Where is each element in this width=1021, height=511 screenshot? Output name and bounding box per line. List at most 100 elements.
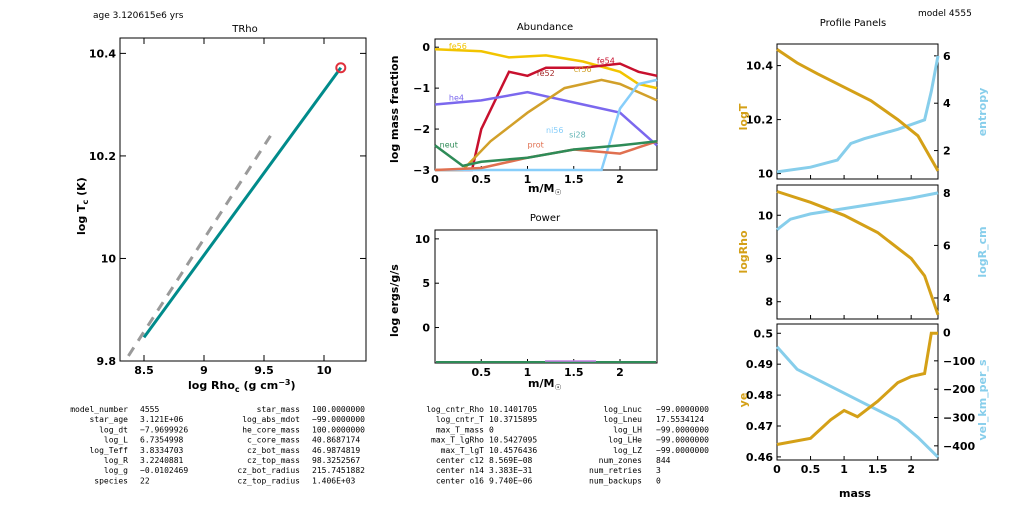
table-key: num_zones — [599, 456, 643, 465]
table-key: log_g — [104, 466, 128, 475]
abundance-xtick-label: 0 — [431, 173, 439, 186]
profile-left-tick-label: 0.48 — [746, 389, 773, 402]
table-value: 40.8687174 — [312, 436, 360, 445]
table-value: 3.8334703 — [140, 446, 184, 455]
abundance-species-label: he4 — [449, 93, 464, 102]
trho-xtick-label: 10 — [316, 364, 332, 377]
table-value: −99.0000000 — [656, 425, 709, 434]
table-value: 3.383E−31 — [489, 466, 533, 475]
profile-chart: Profile Panels 1010.210.424689104680.460… — [737, 18, 989, 500]
table-value: −99.0000000 — [312, 415, 365, 424]
abundance-xtick-label: 2 — [616, 173, 624, 186]
profile-left-tick-label: 0.49 — [746, 358, 773, 371]
table-key: num_retries — [589, 466, 642, 475]
abundance-line-he4 — [434, 90, 658, 147]
profile-right-tick-label: 6 — [943, 50, 951, 63]
abundance-xtick-label: 0.5 — [472, 173, 492, 186]
trho-ytick-label: 10.4 — [89, 47, 116, 60]
power-chart: Power 0.5 1 1.5 2 0 5 10 m/M☉ log ergs/g/s — [388, 213, 658, 392]
table-key: log_Lneu — [603, 415, 642, 424]
abundance-ytick-label: −3 — [413, 164, 430, 177]
profile-right-tick-label: 4 — [943, 292, 951, 305]
table-key: log_Teff — [89, 446, 128, 455]
profile-frame-3 — [776, 323, 939, 461]
abundance-species-label: fe54 — [597, 57, 615, 66]
power-ylabel: log ergs/g/s — [388, 264, 401, 337]
table-key: log_LZ — [613, 446, 642, 455]
profile-left-tick-label: 10.4 — [746, 60, 773, 73]
table-key: log_cntr_Rho — [426, 405, 484, 414]
table-key: log_L — [104, 436, 128, 445]
abundance-chart: Abundance 0 0.5 1 1.5 2 0 −1 −2 −3 fe56 fe54 he4 cr… — [388, 22, 658, 197]
power-xtick-label: 2 — [616, 366, 624, 379]
profile-left-tick-label: 8 — [765, 296, 773, 309]
table-value: −99.0000000 — [656, 446, 709, 455]
table-key: center c12 — [436, 456, 484, 465]
table-key: log_dt — [99, 425, 128, 434]
power-xtick-label: 1.5 — [564, 366, 584, 379]
profile-xtick-label: 0 — [773, 463, 781, 476]
profile-label-vel: vel_km_per_s — [976, 359, 989, 440]
profile-right-tick-label: 6 — [943, 239, 951, 252]
profile-line-logT — [776, 48, 940, 172]
profile-right-tick-label: −300 — [943, 412, 976, 425]
abundance-ytick-label: −1 — [413, 82, 430, 95]
profile-right-tick-label: 8 — [943, 187, 951, 200]
table-value: −7.9699926 — [140, 425, 188, 434]
profile-left-tick-label: 10 — [758, 209, 774, 222]
table-value: −99.0000000 — [656, 436, 709, 445]
profile-left-tick-label: 10.2 — [746, 114, 773, 127]
trho-frame — [119, 37, 367, 362]
table-value: 6.7354998 — [140, 436, 184, 445]
profile-left-tick-label: 0.46 — [746, 451, 773, 464]
abundance-line-fe56 — [434, 47, 658, 90]
profile-right-tick-label: 2 — [943, 145, 951, 158]
trho-reference-line — [127, 131, 274, 357]
table-value: 9.740E−06 — [489, 476, 533, 485]
table-key: star_age — [89, 415, 128, 424]
trho-ylabel: log Tc (K) — [75, 177, 90, 235]
profile-title: Profile Panels — [820, 18, 886, 29]
profile-line-logR_cm — [776, 191, 939, 231]
power-title: Power — [530, 213, 561, 224]
table-value: 46.9874819 — [312, 446, 360, 455]
power-xtick-label: 1 — [524, 366, 532, 379]
table-key: log_LH — [613, 425, 642, 434]
table-key: num_backups — [589, 476, 642, 485]
profile-xtick-label: 0.5 — [801, 463, 821, 476]
table-key: log_abs_mdot — [242, 415, 300, 424]
trho-xtick-label: 9.5 — [254, 364, 274, 377]
table-key: log_Lnuc — [603, 405, 642, 414]
profile-right-tick-label: 4 — [943, 97, 951, 110]
abundance-species-label: si28 — [569, 130, 586, 139]
table-value: 98.3252567 — [312, 456, 360, 465]
profile-label-entropy: entropy — [976, 88, 989, 137]
profile-right-tick-label: −400 — [943, 440, 976, 453]
table-key: max_T_mass — [436, 425, 484, 434]
table-key: log_R — [104, 456, 128, 465]
table-value: 22 — [140, 476, 150, 485]
table-key: species — [94, 476, 128, 485]
table-value: 0 — [489, 425, 494, 434]
table-key: cz_bot_mass — [247, 446, 300, 455]
table-value: 100.0000000 — [312, 425, 365, 434]
profile-left-tick-label: 9 — [765, 252, 773, 265]
table-value: 1.406E+03 — [312, 476, 356, 485]
table-key: c_core_mass — [247, 436, 300, 445]
profile-frame-2 — [776, 184, 939, 320]
abundance-line-cr56 — [435, 78, 658, 172]
table-value: 10.5427095 — [489, 436, 537, 445]
trho-ytick-label: 9.8 — [97, 355, 117, 368]
table-value: 3.2240881 — [140, 456, 184, 465]
table-value: 8.569E−08 — [489, 456, 533, 465]
abundance-line-ni56 — [435, 78, 658, 172]
table-value: 3.121E+06 — [140, 415, 184, 424]
trho-chart: TRho 8.5 9 9.5 10 9.8 10 10.2 10.4 log Rhoc (g … — [75, 24, 367, 394]
info-table-right: log_cntr_Rho 10.1401705 log_Lnuc −99.000000… — [426, 405, 709, 485]
profile-left-tick-label: 10 — [758, 168, 774, 181]
power-xlabel: m/M☉ — [528, 377, 562, 392]
profile-xtick-label: 2 — [907, 463, 915, 476]
power-ytick-label: 5 — [422, 277, 430, 290]
abundance-ylabel: log mass fraction — [388, 56, 401, 163]
profile-left-tick-label: 0.5 — [754, 327, 774, 340]
